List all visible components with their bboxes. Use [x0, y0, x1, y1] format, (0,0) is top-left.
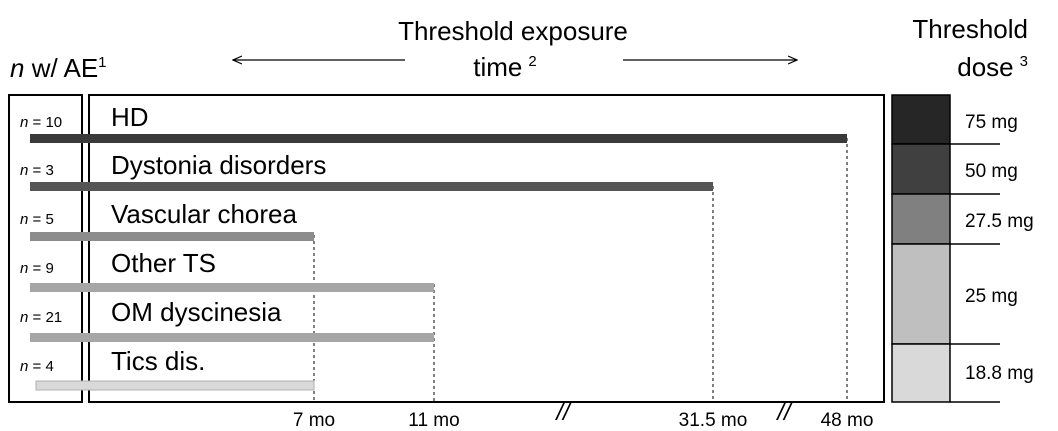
- exposure-title-line1: Threshold exposure: [398, 16, 628, 46]
- row-om-n-count: = 21: [28, 309, 62, 326]
- row-dystonia-n: n = 3: [20, 162, 54, 179]
- row-dystonia-label: Dystonia disorders: [111, 150, 326, 180]
- n-italic: n: [10, 53, 24, 83]
- dose-word: dose: [957, 52, 1013, 82]
- row-om-n-italic: n: [20, 309, 28, 326]
- exposure-sup: 2: [528, 53, 536, 70]
- dose-block-75: [891, 94, 951, 145]
- bar-other-ts: [30, 283, 434, 292]
- row-tics-label: Tics dis.: [111, 346, 205, 376]
- dose-sup: 3: [1020, 53, 1028, 70]
- n-header-text: w/ AE: [24, 53, 98, 83]
- row-om-n: n = 21: [20, 309, 62, 326]
- tick-11mo: 11 mo: [408, 410, 459, 431]
- row-other-ts-n-italic: n: [20, 260, 28, 277]
- row-tics-n-count: = 4: [28, 358, 53, 375]
- dose-block-27-5: [891, 193, 951, 245]
- dose-block-50: [891, 143, 951, 195]
- row-hd-n-italic: n: [20, 114, 28, 131]
- exposure-title-line2: time 2: [473, 52, 536, 82]
- bar-tics: [35, 380, 315, 391]
- row-hd-n: n = 10: [20, 114, 62, 131]
- dose-label-18-8: 18.8 mg: [965, 363, 1034, 384]
- bar-hd: [30, 134, 847, 143]
- row-other-ts-n: n = 9: [20, 260, 54, 277]
- tick-31-5mo: 31.5 mo: [679, 410, 748, 431]
- row-dystonia-n-count: = 3: [28, 162, 53, 179]
- bar-om: [30, 333, 434, 342]
- n-column-header: n w/ AE1: [10, 53, 107, 83]
- dose-label-75: 75 mg: [965, 112, 1018, 133]
- tick-7mo: 7 mo: [293, 410, 335, 431]
- row-tics-n: n = 4: [20, 358, 54, 375]
- dose-block-18-8: [891, 343, 951, 403]
- row-om-label: OM dyscinesia: [111, 297, 282, 327]
- dose-title-line1: Threshold: [912, 14, 1028, 44]
- exposure-box: [88, 94, 885, 403]
- row-vascular-label: Vascular chorea: [111, 199, 297, 229]
- n-header-sup: 1: [98, 54, 106, 71]
- row-hd-label: HD: [111, 102, 149, 132]
- row-vascular-n: n = 5: [20, 211, 54, 228]
- dose-label-50: 50 mg: [965, 161, 1018, 182]
- axis-break-1: //: [554, 399, 572, 426]
- row-other-ts-n-count: = 9: [28, 260, 53, 277]
- tick-48mo: 48 mo: [821, 410, 874, 431]
- bar-dystonia: [30, 182, 713, 191]
- dose-title-line2: dose 3: [957, 52, 1028, 82]
- row-vascular-n-count: = 5: [28, 211, 53, 228]
- row-hd-n-count: = 10: [28, 114, 62, 131]
- bar-vascular: [30, 232, 314, 241]
- row-dystonia-n-italic: n: [20, 162, 28, 179]
- row-tics-n-italic: n: [20, 358, 28, 375]
- exposure-time-word: time: [473, 52, 522, 82]
- axis-break-2: //: [775, 399, 793, 426]
- row-vascular-n-italic: n: [20, 211, 28, 228]
- dose-label-25: 25 mg: [965, 286, 1018, 307]
- row-other-ts-label: Other TS: [111, 248, 216, 278]
- dose-label-27-5: 27.5 mg: [965, 211, 1034, 232]
- dose-block-25: [891, 243, 951, 345]
- n-count-box: [8, 94, 83, 403]
